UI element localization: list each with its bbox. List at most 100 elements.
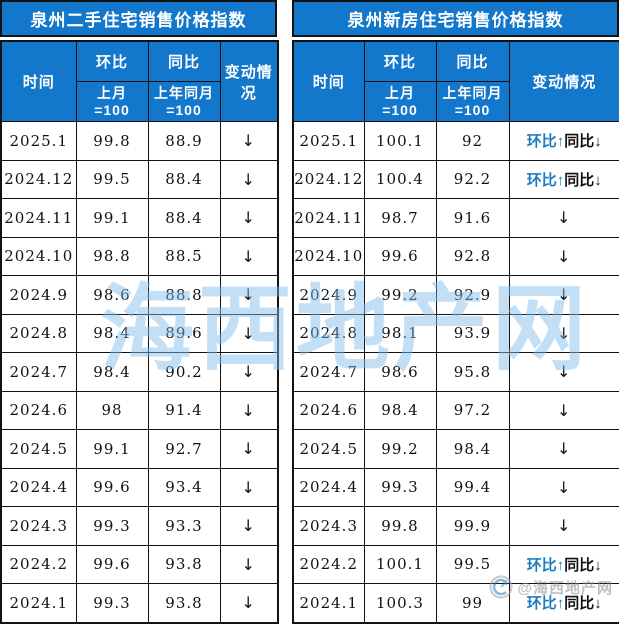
change-cell: ↓ xyxy=(508,313,619,353)
time-cell: 2024.9 xyxy=(292,275,365,315)
down-arrow-icon: ↓ xyxy=(241,285,256,305)
down-arrow-icon: ↓ xyxy=(241,169,256,189)
change-cell: ↓ xyxy=(219,121,279,161)
second-hand-table-body: 2025.1 99.8 88.9 ↓ 2024.12 99.5 88.4 ↓ 2024.11 99… xyxy=(0,121,279,623)
column-subheader-yoy-base: 上年同月 =100 xyxy=(435,81,510,122)
yoy-index-cell: 90.2 xyxy=(147,352,221,392)
yoy-index-cell: 93.8 xyxy=(147,544,221,584)
down-arrow-icon: ↓ xyxy=(241,362,256,382)
down-arrow-icon: ↓ xyxy=(241,400,256,420)
time-cell: 2024.12 xyxy=(0,159,77,199)
table-row: 2024.5 99.1 92.7 ↓ xyxy=(0,429,279,469)
mom-index-cell: 98.6 xyxy=(75,275,149,315)
change-cell: ↓ xyxy=(219,429,279,469)
mom-index-cell: 98.4 xyxy=(75,352,149,392)
down-arrow-icon: ↓ xyxy=(557,516,572,536)
yoy-index-cell: 88.9 xyxy=(147,121,221,161)
change-cell: ↓ xyxy=(219,467,279,507)
mom-index-cell: 99.6 xyxy=(363,236,437,276)
yoy-index-cell: 93.3 xyxy=(147,506,221,546)
table-row: 2024.4 99.3 99.4 ↓ xyxy=(292,467,619,507)
column-subheader-yoy-base: 上年同月 =100 xyxy=(147,81,221,122)
down-arrow-icon: ↓ xyxy=(241,477,256,497)
second-hand-index-table-panel: 泉州二手住宅销售价格指数 时间 环比 同比 变动情况 上月 =100 xyxy=(0,0,279,624)
time-cell: 2024.4 xyxy=(0,467,77,507)
table-row: 2024.4 99.6 93.4 ↓ xyxy=(0,467,279,507)
mom-index-cell: 99.2 xyxy=(363,275,437,315)
yoy-index-cell: 89.6 xyxy=(147,313,221,353)
down-arrow-icon: ↓ xyxy=(557,208,572,228)
mom-index-cell: 99.1 xyxy=(75,198,149,238)
down-arrow-icon: ↓ xyxy=(557,362,572,382)
down-arrow-icon: ↓ xyxy=(557,477,572,497)
mom-index-cell: 100.4 xyxy=(363,159,437,199)
time-cell: 2024.5 xyxy=(292,429,365,469)
mom-up-text: 环比↑ xyxy=(526,595,565,613)
change-cell: ↓ xyxy=(508,506,619,546)
table-row: 2024.7 98.6 95.8 ↓ xyxy=(292,352,619,392)
yoy-index-cell: 92.9 xyxy=(435,275,510,315)
column-header-yoy: 同比 xyxy=(435,40,510,82)
down-arrow-icon: ↓ xyxy=(241,516,256,536)
table-row: 2024.9 98.6 88.8 ↓ xyxy=(0,275,279,315)
column-header-change: 变动情况 xyxy=(508,40,619,122)
time-cell: 2024.10 xyxy=(0,236,77,276)
new-home-index-table: 时间 环比 同比 变动情况 上月 =100 上年同月 =100 2025.1 xyxy=(292,40,619,624)
mom-index-cell: 98.6 xyxy=(363,352,437,392)
change-cell: ↓ xyxy=(508,390,619,430)
change-cell: ↓ xyxy=(219,352,279,392)
yoy-index-cell: 91.6 xyxy=(435,198,510,238)
table-row: 2024.6 98 91.4 ↓ xyxy=(0,390,279,430)
time-cell: 2024.5 xyxy=(0,429,77,469)
change-cell: ↓ xyxy=(219,313,279,353)
mom-up-text: 环比↑ xyxy=(526,133,565,151)
yoy-index-cell: 93.9 xyxy=(435,313,510,353)
table-row: 2024.12 100.4 92.2 环比↑同比↓ xyxy=(292,159,619,199)
table-row: 2024.8 98.1 93.9 ↓ xyxy=(292,313,619,353)
mom-index-cell: 99.3 xyxy=(75,506,149,546)
time-cell: 2024.3 xyxy=(292,506,365,546)
mom-base-label: 上月 xyxy=(97,85,127,102)
time-cell: 2024.2 xyxy=(292,544,365,584)
mom-index-cell: 98.4 xyxy=(363,390,437,430)
table-row: 2024.5 99.2 98.4 ↓ xyxy=(292,429,619,469)
table-row: 2025.1 100.1 92 环比↑同比↓ xyxy=(292,121,619,161)
time-cell: 2024.6 xyxy=(292,390,365,430)
base-100-label: =100 xyxy=(166,101,202,118)
yoy-index-cell: 88.8 xyxy=(147,275,221,315)
yoy-index-cell: 95.8 xyxy=(435,352,510,392)
change-cell: ↓ xyxy=(508,198,619,238)
mom-index-cell: 99.5 xyxy=(75,159,149,199)
change-cell: ↓ xyxy=(219,544,279,584)
yoy-index-cell: 92 xyxy=(435,121,510,161)
mom-index-cell: 99.6 xyxy=(75,544,149,584)
mom-index-cell: 98.1 xyxy=(363,313,437,353)
base-100-label: =100 xyxy=(382,101,418,118)
table-row: 2024.3 99.3 93.3 ↓ xyxy=(0,506,279,546)
time-cell: 2024.1 xyxy=(0,583,77,623)
base-100-label: =100 xyxy=(454,101,491,118)
yoy-base-label: 上年同月 xyxy=(442,85,503,102)
column-header-change: 变动情况 xyxy=(219,40,279,122)
down-arrow-icon: ↓ xyxy=(241,208,256,228)
column-subheader-mom-base: 上月 =100 xyxy=(363,81,437,122)
change-cell: ↓ xyxy=(508,236,619,276)
table-row: 2024.11 98.7 91.6 ↓ xyxy=(292,198,619,238)
time-cell: 2024.2 xyxy=(0,544,77,584)
yoy-index-cell: 99 xyxy=(435,583,510,623)
yoy-index-cell: 97.2 xyxy=(435,390,510,430)
table-row: 2025.1 99.8 88.9 ↓ xyxy=(0,121,279,161)
down-arrow-icon: ↓ xyxy=(241,593,256,613)
down-arrow-icon: ↓ xyxy=(241,131,256,151)
new-home-index-table-panel: 泉州新房住宅销售价格指数 时间 环比 同比 变动情况 上月 =100 xyxy=(292,0,619,624)
table-row: 2024.1 99.3 93.8 ↓ xyxy=(0,583,279,623)
table-row: 2024.7 98.4 90.2 ↓ xyxy=(0,352,279,392)
table-row: 2024.1 100.3 99 环比↑同比↓ xyxy=(292,583,619,623)
yoy-index-cell: 88.4 xyxy=(147,198,221,238)
mom-index-cell: 99.3 xyxy=(75,583,149,623)
new-home-table-title: 泉州新房住宅销售价格指数 xyxy=(292,0,619,37)
yoy-index-cell: 99.9 xyxy=(435,506,510,546)
table-row: 2024.2 100.1 99.5 环比↑同比↓ xyxy=(292,544,619,584)
time-cell: 2024.11 xyxy=(292,198,365,238)
change-cell: ↓ xyxy=(508,352,619,392)
